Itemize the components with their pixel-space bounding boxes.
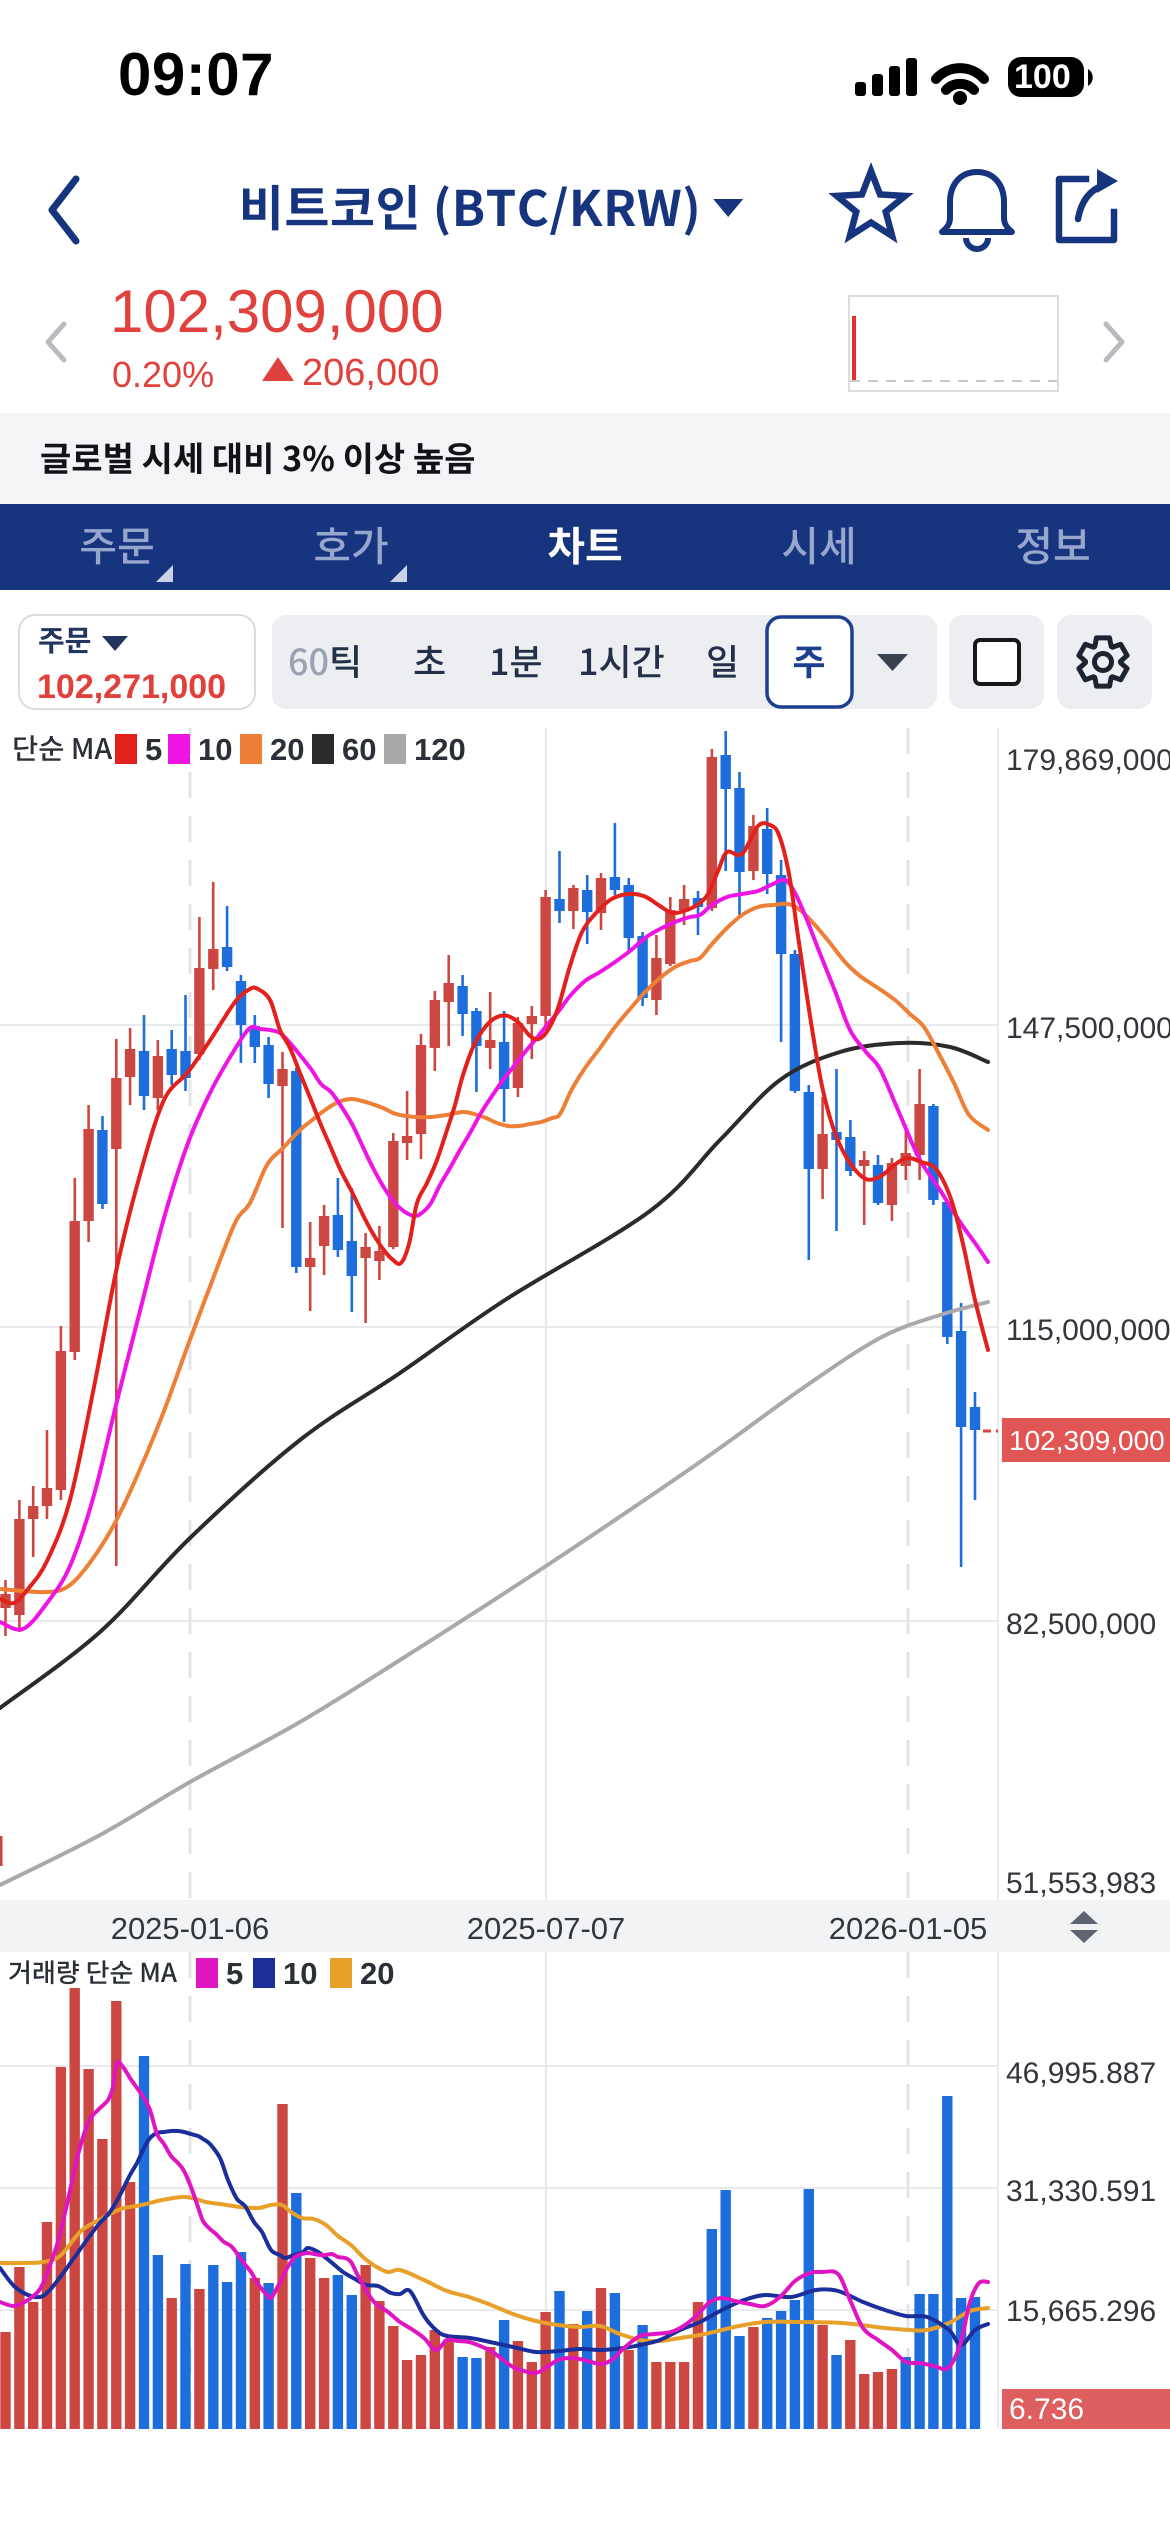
svg-text:10: 10 bbox=[283, 1956, 317, 1991]
svg-text:31,330.591: 31,330.591 bbox=[1006, 2175, 1156, 2208]
svg-text:5: 5 bbox=[145, 732, 162, 767]
svg-text:15,665.296: 15,665.296 bbox=[1006, 2295, 1156, 2328]
svg-text:10: 10 bbox=[198, 732, 232, 767]
svg-text:102,271,000: 102,271,000 bbox=[37, 668, 226, 706]
svg-text:2025-01-06: 2025-01-06 bbox=[111, 1911, 270, 1946]
svg-text:46,995.887: 46,995.887 bbox=[1006, 2057, 1156, 2090]
svg-text:20: 20 bbox=[270, 732, 304, 767]
svg-text:120: 120 bbox=[414, 732, 466, 767]
svg-text:102,309,000: 102,309,000 bbox=[1009, 1425, 1165, 1456]
svg-text:6.736: 6.736 bbox=[1009, 2393, 1084, 2426]
svg-text:82,500,000: 82,500,000 bbox=[1006, 1608, 1156, 1641]
svg-text:2026-01-05: 2026-01-05 bbox=[829, 1911, 988, 1946]
svg-text:51,553,983: 51,553,983 bbox=[1006, 1867, 1156, 1900]
svg-text:60: 60 bbox=[342, 732, 376, 767]
svg-text:147,500,000: 147,500,000 bbox=[1006, 1012, 1170, 1045]
svg-text:179,869,000: 179,869,000 bbox=[1006, 744, 1170, 777]
svg-text:5: 5 bbox=[226, 1956, 243, 1991]
svg-text:115,000,000: 115,000,000 bbox=[1006, 1314, 1170, 1347]
svg-text:100: 100 bbox=[1014, 58, 1071, 96]
svg-text:20: 20 bbox=[360, 1956, 394, 1991]
svg-text:2025-07-07: 2025-07-07 bbox=[467, 1911, 626, 1946]
